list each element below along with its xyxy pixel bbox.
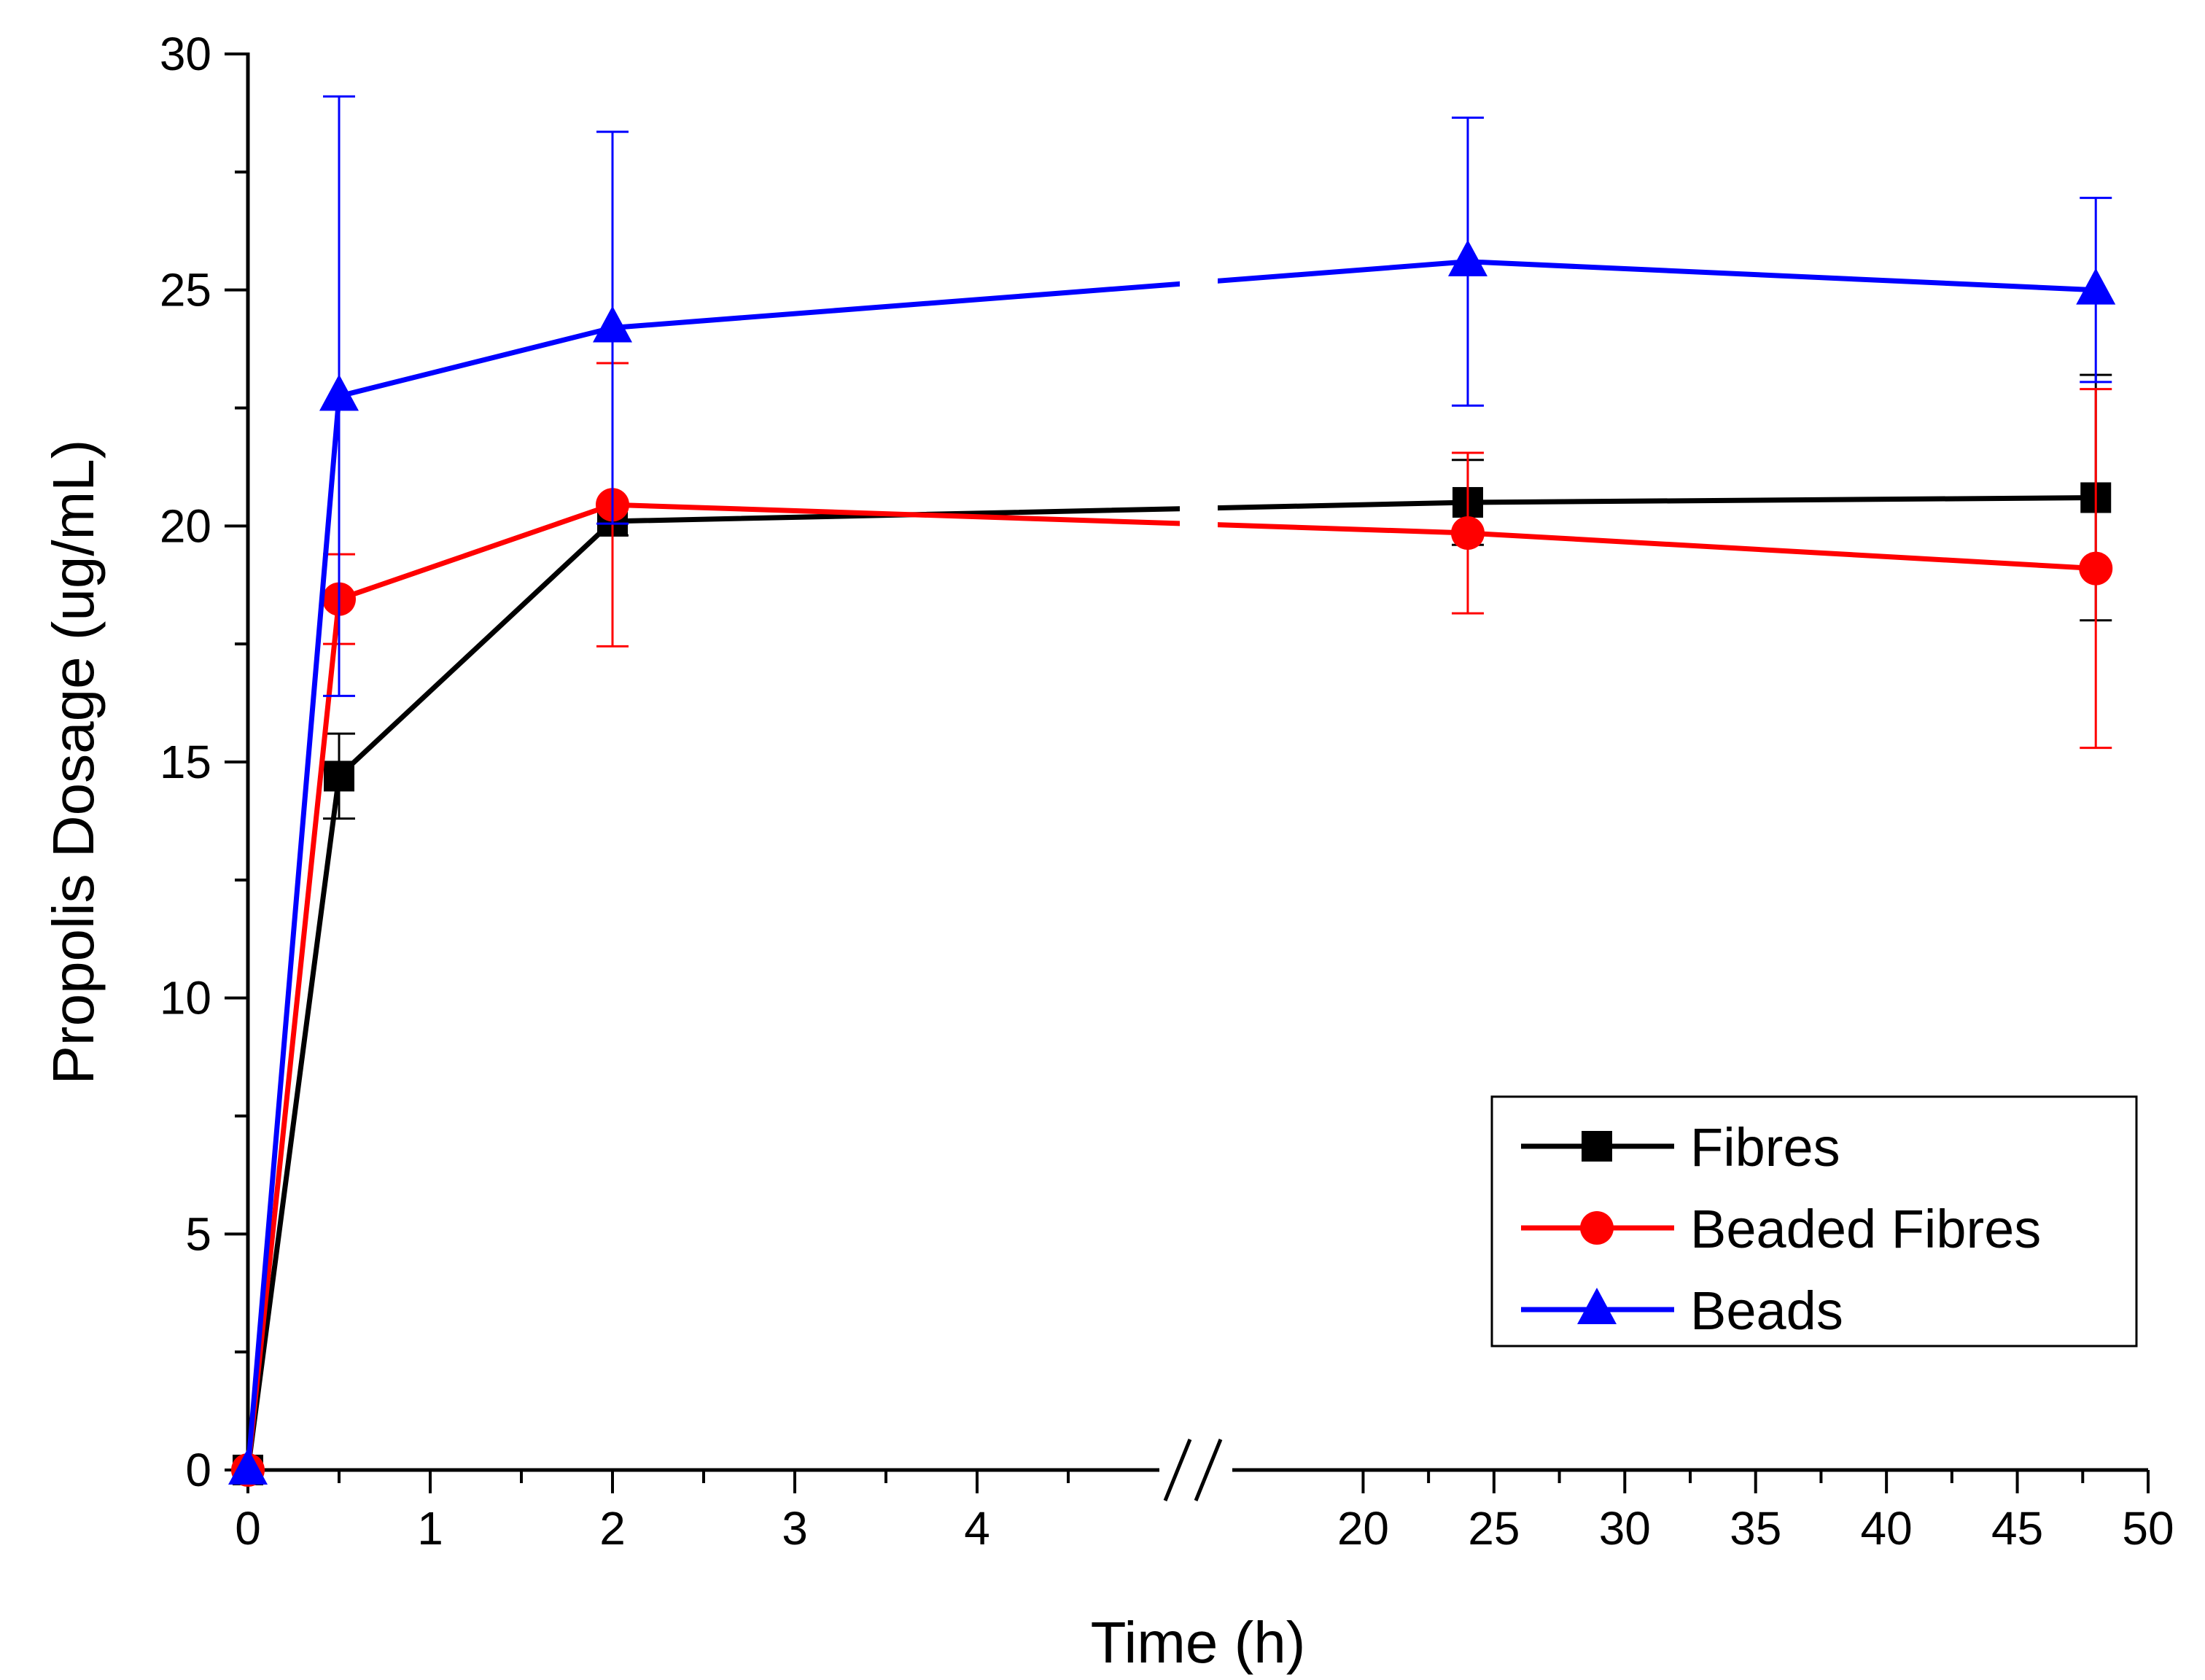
data-point-beaded-fibres [2079,551,2113,586]
y-axis-title: Propolis Dosage (ug/mL) [41,440,106,1085]
x-axis-title: Time (h) [1091,1610,1306,1675]
legend-marker-shape-fibres [1582,1131,1612,1162]
legend: Fibres Beaded Fibres Beads [1490,1095,2138,1348]
legend-marker-shape-beads [1577,1288,1617,1324]
legend-marker-shape-beaded-fibres [1580,1211,1614,1245]
y-tick-label: 10 [160,972,211,1024]
legend-entry-fibres: Fibres [1521,1117,1840,1178]
data-point-beads [1447,239,1488,276]
y-tick-label: 20 [160,499,211,552]
legend-marker-beads [1577,1288,1617,1324]
x-tick-label: 2 [599,1502,626,1555]
data-point-beads [593,306,632,343]
series [228,95,2116,1487]
y-tick-label: 5 [185,1208,211,1260]
x-tick-label: 25 [1468,1502,1520,1555]
x-tick-label: 1 [417,1502,443,1555]
x-tick-label: 50 [2122,1502,2174,1555]
x-tick-label: 0 [235,1502,261,1555]
axes: 0 5 10 15 20 25 30 0 1 2 3 4 20 25 30 35 40 45 50 [160,28,2174,1555]
y-tick-label: 30 [160,28,211,80]
y-tick-label: 0 [185,1444,211,1496]
line-break-gap [1180,219,1218,583]
x-axis-ticks: 0 1 2 3 4 20 25 30 35 40 45 50 [235,1470,2174,1555]
y-tick-label: 25 [160,264,211,316]
data-point-beads [319,374,359,411]
x-tick-label: 45 [1991,1502,2043,1555]
x-tick-label: 30 [1599,1502,1651,1555]
legend-entry-beads: Beads [1521,1280,1843,1341]
x-tick-label: 3 [782,1502,808,1555]
legend-marker-fibres [1582,1131,1612,1162]
x-tick-label: 35 [1730,1502,1781,1555]
x-tick-label: 40 [1861,1502,1913,1555]
data-point-beads [2076,268,2116,305]
axis-break-slash-2 [1194,1439,1223,1501]
axis-break-mark [1159,1439,1232,1501]
y-axis-ticks: 0 5 10 15 20 25 30 [160,28,248,1496]
data-point-fibres [324,761,354,792]
x-tick-label: 4 [964,1502,990,1555]
legend-label-beads: Beads [1690,1280,1843,1341]
series-beads [228,95,2116,1485]
legend-label-beaded-fibres: Beaded Fibres [1690,1199,2041,1259]
data-point-beaded-fibres [1450,516,1485,551]
legend-marker-beaded-fibres [1580,1211,1614,1245]
x-tick-label: 20 [1337,1502,1389,1555]
legend-entry-beaded-fibres: Beaded Fibres [1521,1199,2041,1259]
data-point-beads [228,1448,268,1485]
axis-break-slash-1 [1163,1439,1192,1501]
legend-label-fibres: Fibres [1690,1117,1840,1178]
y-tick-label: 15 [160,736,211,788]
